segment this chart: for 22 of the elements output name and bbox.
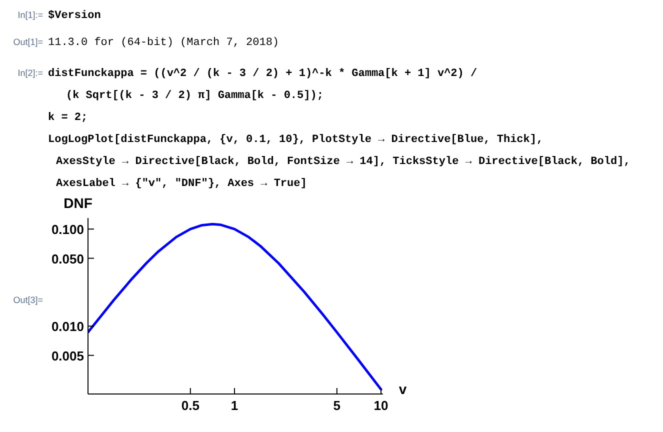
text: Out[1]= <box>13 37 43 47</box>
text: $Version <box>48 9 101 22</box>
y-tick-label: 0.100 <box>51 222 84 238</box>
text: AxesStyle → Directive[Black, Bold, FontSize → 14], TicksStyle → Directive[Black, Bold], <box>56 156 630 168</box>
text: Out[3]= <box>13 295 43 305</box>
y-tick-label: 0.010 <box>51 319 84 334</box>
x-tick-label: 0.5 <box>181 398 200 413</box>
y-axis-title: DNF <box>64 195 93 211</box>
text: AxesLabel → {"v", "DNF"}, Axes → True] <box>56 178 307 190</box>
x-tick-label: 5 <box>333 398 341 413</box>
x-axis-title: v <box>398 381 407 397</box>
y-tick-label: 0.005 <box>51 348 84 364</box>
text: (k Sqrt[(k - 3 / 2) π] Gamma[k - 0.5]); <box>66 90 324 102</box>
text: LogLogPlot[distFunckappa, {v, 0.1, 10}, PlotStyle → Directive[Blue, Thick], <box>48 134 544 146</box>
x-tick-label: 10 <box>374 398 388 413</box>
text: distFunckappa = ((v^2 / (k - 3 / 2) + 1)^-k * Gamma[k + 1] v^2) / <box>48 68 478 80</box>
text: 11.3.0 for (64-bit) (March 7, 2018) <box>48 37 280 49</box>
text: k = 2; <box>48 112 88 124</box>
text: In[2]:= <box>18 68 43 78</box>
text: In[1]:= <box>18 10 43 20</box>
y-tick-label: 0.050 <box>51 251 84 266</box>
x-tick-label: 1 <box>230 398 238 413</box>
